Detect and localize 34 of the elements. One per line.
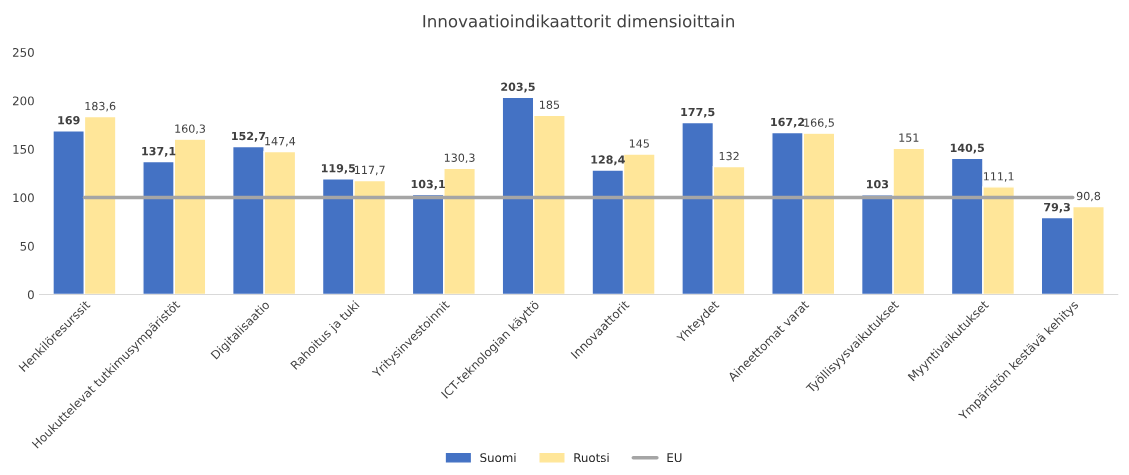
y-tick-label: 150 — [13, 144, 34, 154]
data-label: 137,1 — [142, 146, 176, 157]
data-label: 140,5 — [950, 143, 985, 154]
data-label: 177,5 — [681, 107, 715, 118]
y-tick-label: 250 — [12, 47, 34, 57]
y-tick-label: 0 — [27, 290, 34, 300]
data-label: 119,5 — [321, 163, 356, 174]
data-label: 183,6 — [85, 101, 116, 112]
data-label: 145 — [629, 139, 649, 148]
legend-label: EU — [667, 453, 682, 463]
data-label: 167,2 — [771, 117, 805, 128]
data-label: 79,3 — [1044, 202, 1070, 213]
data-label: 132 — [719, 151, 739, 161]
data-label: 169 — [58, 116, 80, 125]
data-label: 152,7 — [232, 131, 266, 142]
y-tick-label: 50 — [20, 241, 34, 251]
legend-label: Ruotsi — [574, 452, 609, 463]
y-tick-label: 200 — [12, 96, 34, 106]
data-label: 147,4 — [265, 137, 296, 147]
data-label: 128,4 — [591, 155, 625, 166]
data-label: 160,3 — [175, 124, 206, 134]
data-label: 151 — [899, 133, 919, 142]
data-label: 203,5 — [501, 82, 535, 93]
chart-title: Innovaatioindikaattorit dimensioittain — [423, 14, 734, 28]
data-label: 103,1 — [411, 179, 445, 190]
data-label: 130,3 — [444, 153, 475, 164]
legend-label: Suomi — [480, 452, 516, 463]
data-label: 90,8 — [1076, 191, 1101, 202]
data-label: 111,1 — [983, 172, 1014, 182]
data-label: 117,7 — [355, 165, 385, 176]
data-label: 185 — [540, 100, 560, 109]
y-tick-label: 100 — [13, 193, 34, 203]
data-label: 166,5 — [804, 118, 834, 128]
data-label: 103 — [867, 179, 889, 189]
